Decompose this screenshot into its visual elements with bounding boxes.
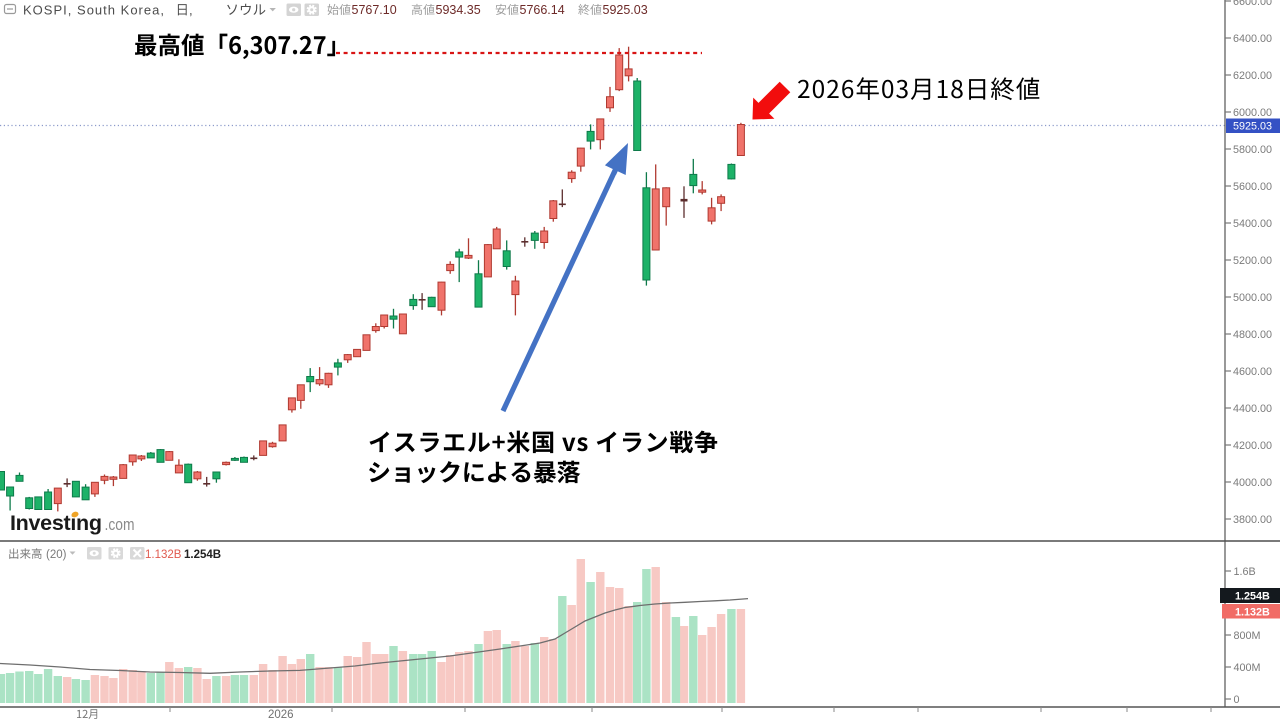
svg-text:6000.00: 6000.00 [1233,107,1272,119]
svg-text:5767.10: 5767.10 [352,3,397,17]
svg-text:4800.00: 4800.00 [1233,329,1272,341]
svg-text:1.132B: 1.132B [1235,606,1270,618]
svg-text:2026: 2026 [268,709,294,720]
svg-text:5200.00: 5200.00 [1233,255,1272,267]
svg-text:800M: 800M [1234,630,1261,642]
svg-text:.com: .com [105,516,135,534]
svg-text:KOSPI, South Korea,: KOSPI, South Korea, [23,3,164,18]
svg-text:,: , [189,3,193,18]
svg-text:(20): (20) [46,549,67,561]
svg-text:Investing: Investing [10,511,102,535]
svg-text:5766.14: 5766.14 [520,3,565,17]
svg-text:1.6B: 1.6B [1234,566,1256,578]
svg-text:4000.00: 4000.00 [1233,477,1272,489]
svg-text:6200.00: 6200.00 [1233,70,1272,82]
svg-text:0: 0 [1234,694,1240,706]
svg-text:3800.00: 3800.00 [1233,514,1272,526]
svg-text:5925.03: 5925.03 [603,3,648,17]
svg-text:5000.00: 5000.00 [1233,292,1272,304]
svg-text:400M: 400M [1234,662,1261,674]
svg-text:4400.00: 4400.00 [1233,403,1272,415]
svg-text:5400.00: 5400.00 [1233,218,1272,230]
svg-text:5934.35: 5934.35 [436,3,481,17]
svg-text:6600.00: 6600.00 [1233,0,1272,8]
svg-text:4200.00: 4200.00 [1233,440,1272,452]
svg-text:5925.03: 5925.03 [1233,121,1272,133]
svg-text:1.254B: 1.254B [184,549,221,561]
svg-text:1.254B: 1.254B [1235,591,1270,603]
svg-text:4600.00: 4600.00 [1233,366,1272,378]
svg-text:1.132B: 1.132B [145,549,182,561]
svg-text:5800.00: 5800.00 [1233,144,1272,156]
svg-text:5600.00: 5600.00 [1233,181,1272,193]
svg-text:6400.00: 6400.00 [1233,33,1272,45]
